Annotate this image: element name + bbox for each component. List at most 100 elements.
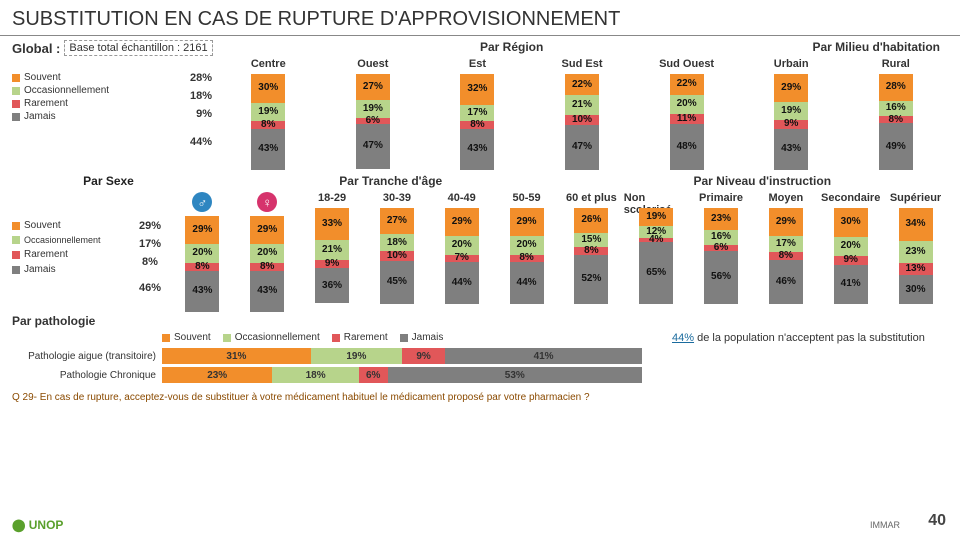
swatch-occas xyxy=(12,87,20,95)
legend-rare-3: Rarement xyxy=(344,332,388,343)
stack-header: 30-39 xyxy=(383,192,411,206)
page-number: 40 xyxy=(928,512,946,530)
segment-souvent: 29% xyxy=(510,208,544,236)
stack-group: Est32%17%8%43% xyxy=(425,58,530,170)
stack-group: Ouest27%19%6%47% xyxy=(321,58,426,170)
segment-souvent: 33% xyxy=(315,208,349,240)
stack-header: Supérieur xyxy=(890,192,941,206)
stack-group: 50-5929%20%8%44% xyxy=(494,192,559,312)
stacked-bar: 29%20%8%43% xyxy=(185,216,219,312)
segment-souvent: 30% xyxy=(834,208,868,237)
legend-souvent-2: Souvent xyxy=(24,220,61,231)
stack-header: 18-29 xyxy=(318,192,346,206)
swatch-souvent xyxy=(12,74,20,82)
stacked-bar: 19%12%4%65% xyxy=(639,208,673,304)
base-sample: Base total échantillon : 2161 xyxy=(64,40,212,56)
stack-group: Non scolarisé19%12%4%65% xyxy=(624,192,689,312)
stack-header: Sud Est xyxy=(562,58,603,72)
segment-occas: 21% xyxy=(565,95,599,115)
segment-souvent: 34% xyxy=(899,208,933,241)
stack-header: Urbain xyxy=(774,58,809,72)
segment-jamais: 30% xyxy=(899,275,933,304)
segment-souvent: 27% xyxy=(380,208,414,234)
stack-group: 40-4929%20%7%44% xyxy=(429,192,494,312)
pathologie-label: Pathologie aigue (transitoire) xyxy=(12,351,162,362)
segment-jamais: 43% xyxy=(460,129,494,170)
segment-jamais: 46% xyxy=(769,260,803,304)
segment-souvent: 26% xyxy=(574,208,608,233)
segment-souvent: 22% xyxy=(670,74,704,95)
stack-header: Moyen xyxy=(768,192,803,206)
stack-group: 18-2933%21%9%36% xyxy=(300,192,365,312)
segment-souvent: 29% xyxy=(250,216,284,244)
stack-group: Urbain 29%19%9%43% xyxy=(739,58,844,170)
pathologie-legend-row: Souvent Occasionnellement Rarement Jamai… xyxy=(12,332,652,345)
pathologie-bar: 23%18%6%53% xyxy=(162,367,642,383)
legend-jamais-3: Jamais xyxy=(412,332,444,343)
segment-occas: 20% xyxy=(834,237,868,256)
segment-rare: 9% xyxy=(315,260,349,269)
segment-souvent: 28% xyxy=(879,74,913,101)
stack-group: Centre30%19%8%43% xyxy=(216,58,321,170)
region-stacks: Centre30%19%8%43%Ouest27%19%6%47%Est32%1… xyxy=(216,58,948,170)
stack-group: Primaire23%16%6%56% xyxy=(689,192,754,312)
stack-header: 50-59 xyxy=(512,192,540,206)
legend-souvent: Souvent xyxy=(24,72,61,83)
pathologie-bar: 31%19%9%41% xyxy=(162,348,642,364)
stacked-bar: 28%16%8%49% xyxy=(879,74,913,170)
global-jamais-pct: 44% xyxy=(166,136,212,148)
stacked-bar: 29%20%8%43% xyxy=(250,216,284,312)
legend-rare: Rarement xyxy=(24,98,68,109)
pathologie-row: Pathologie aigue (transitoire)31%19%9%41… xyxy=(12,348,652,364)
male-jamais-pct: 46% xyxy=(130,282,170,294)
sexe-heading: Par Sexe xyxy=(12,174,205,188)
question-footnote: Q 29- En cas de rupture, acceptez-vous d… xyxy=(0,388,960,407)
segment-souvent: 19% xyxy=(639,208,673,226)
segment-rare: 7% xyxy=(445,255,479,262)
legend-global: Souvent Occasionnellement Rarement Jamai… xyxy=(12,58,162,170)
legend-jamais-2: Jamais xyxy=(24,264,56,275)
swatch-jamais-2 xyxy=(12,266,20,274)
sexe-block: Souvent Occasionnellement Rarement Jamai… xyxy=(0,188,960,312)
segment-rare: 8% xyxy=(510,255,544,263)
stacked-bar: 29%19%9%43% xyxy=(774,74,808,170)
segment-rare: 9% xyxy=(774,120,808,129)
segment-occas: 19% xyxy=(774,102,808,120)
hseg-jamais: 41% xyxy=(445,348,642,364)
segment-rare: 13% xyxy=(899,263,933,275)
region-block: Souvent Occasionnellement Rarement Jamai… xyxy=(0,58,960,170)
stack-group: Sud Ouest22%20%11%48% xyxy=(634,58,739,170)
stack-group: Sud Est22%21%10%47% xyxy=(530,58,635,170)
hseg-jamais: 53% xyxy=(388,367,642,383)
hseg-occas: 18% xyxy=(272,367,358,383)
milieu-heading: Par Milieu d'habitation xyxy=(812,40,940,54)
swatch-jamais-3 xyxy=(400,334,408,342)
legend-sexe: Souvent Occasionnellement Rarement Jamai… xyxy=(12,192,130,279)
stack-group: Moyen29%17%8%46% xyxy=(753,192,818,312)
segment-souvent: 29% xyxy=(774,74,808,102)
stack-group: Supérieur 34%23%13%30% xyxy=(883,192,948,312)
legend-jamais: Jamais xyxy=(24,111,56,122)
swatch-occas-3 xyxy=(223,334,231,342)
immar-logo: IMMAR xyxy=(870,520,900,530)
segment-rare: 8% xyxy=(251,121,285,129)
segment-rare: 8% xyxy=(879,116,913,124)
legend-souvent-3: Souvent xyxy=(174,332,211,343)
legend-rare-2: Rarement xyxy=(24,249,68,260)
stack-header: Primaire xyxy=(699,192,743,206)
stacked-bar: 27%18%10%45% xyxy=(380,208,414,304)
segment-occas: 23% xyxy=(899,241,933,263)
segment-rare: 9% xyxy=(834,256,868,265)
segment-jamais: 36% xyxy=(315,268,349,303)
stacked-bar: 34%23%13%30% xyxy=(899,208,933,304)
male-rare-pct: 8% xyxy=(130,256,170,268)
male-icon: ♂ xyxy=(192,192,212,212)
segment-souvent: 29% xyxy=(185,216,219,244)
segment-rare: 8% xyxy=(250,263,284,271)
stack-header: Secondaire xyxy=(821,192,880,206)
segment-rare: 8% xyxy=(185,263,219,271)
segment-jamais: 43% xyxy=(250,271,284,312)
stack-group: Rural28%16%8%49% xyxy=(843,58,948,170)
stack-header: 40-49 xyxy=(448,192,476,206)
segment-jamais: 41% xyxy=(834,265,868,304)
